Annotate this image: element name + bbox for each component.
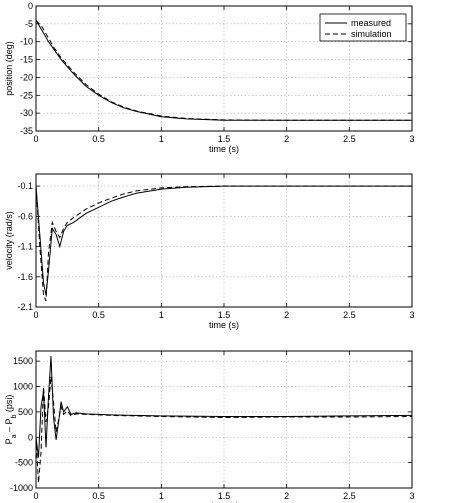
y-tick-label: -1.1 bbox=[17, 242, 33, 252]
y-tick-label: 500 bbox=[18, 407, 33, 417]
y-axis-label: position (deg) bbox=[4, 41, 14, 96]
x-tick-label: 1 bbox=[159, 134, 164, 144]
y-tick-label: 1500 bbox=[13, 356, 33, 366]
x-tick-label: 0 bbox=[33, 134, 38, 144]
legend-label-measured: measured bbox=[351, 18, 391, 28]
y-tick-label: -5 bbox=[25, 19, 33, 29]
x-tick-label: 3 bbox=[409, 310, 414, 320]
plot-area-frame bbox=[35, 173, 413, 308]
plot-area-frame bbox=[35, 350, 413, 489]
x-axis-label: time (s) bbox=[209, 501, 239, 503]
x-tick-label: 0 bbox=[33, 310, 38, 320]
y-tick-label: -35 bbox=[20, 126, 33, 136]
y-tick-label: -0.6 bbox=[17, 211, 33, 221]
x-tick-label: 0.5 bbox=[92, 491, 105, 501]
y-tick-label: -10 bbox=[20, 37, 33, 47]
x-tick-label: 3 bbox=[409, 134, 414, 144]
x-axis-label: time (s) bbox=[209, 320, 239, 330]
x-axis-label: time (s) bbox=[209, 144, 239, 154]
y-tick-label: 1000 bbox=[13, 382, 33, 392]
plot-area-frame bbox=[35, 5, 413, 132]
y-tick-label: -20 bbox=[20, 72, 33, 82]
y-tick-label: -25 bbox=[20, 90, 33, 100]
y-tick-label: 0 bbox=[28, 432, 33, 442]
x-tick-label: 2.5 bbox=[343, 134, 356, 144]
x-tick-label: 1 bbox=[159, 310, 164, 320]
y-tick-label: -1.6 bbox=[17, 272, 33, 282]
x-tick-label: 3 bbox=[409, 491, 414, 501]
y-tick-label: 0 bbox=[28, 1, 33, 11]
x-tick-label: 2.5 bbox=[343, 310, 356, 320]
x-tick-label: 0 bbox=[33, 491, 38, 501]
x-tick-label: 1.5 bbox=[218, 134, 231, 144]
legend-label-simulation: simulation bbox=[351, 29, 392, 39]
x-tick-label: 2 bbox=[284, 491, 289, 501]
chart-panel-2: 0 0.5 1 1.5 2 2.5 3 -0.1 -0.6 -1.1 -1.6 -2.1 time (s… bbox=[4, 173, 415, 330]
y-tick-label: -15 bbox=[20, 55, 33, 65]
x-tick-label: 1.5 bbox=[218, 310, 231, 320]
legend-box bbox=[319, 13, 407, 42]
y-tick-label: -0.1 bbox=[17, 181, 33, 191]
y-axis-label: velocity (rad/s) bbox=[4, 211, 14, 270]
chart-panel-1: 0 0.5 1 1.5 2 2.5 3 0 -5 -10 -15 -20 -25 -30 -35 time (… bbox=[4, 1, 415, 154]
y-tick-label: -1000 bbox=[10, 483, 33, 493]
series-line-simulation bbox=[35, 376, 413, 483]
chart-panel-3: 0 0.5 1 1.5 2 2.5 3 1500 1000 500 0 -500 -1000 time (… bbox=[4, 350, 415, 503]
x-tick-label: 1.5 bbox=[218, 491, 231, 501]
y-tick-label: -2.1 bbox=[17, 302, 33, 312]
y-tick-label: -500 bbox=[15, 458, 33, 468]
x-tick-label: 2.5 bbox=[343, 491, 356, 501]
series-line-measured bbox=[35, 185, 412, 296]
y-tick-label: -30 bbox=[20, 108, 33, 118]
series-line-measured bbox=[35, 356, 413, 458]
x-tick-label: 0.5 bbox=[92, 310, 105, 320]
x-tick-label: 2 bbox=[284, 134, 289, 144]
series-line-simulation bbox=[35, 19, 412, 121]
x-tick-label: 2 bbox=[284, 310, 289, 320]
y-axis-label: Pa – Pb (psi) bbox=[4, 395, 18, 445]
series-line-simulation bbox=[35, 185, 412, 302]
x-tick-label: 1 bbox=[159, 491, 164, 501]
x-tick-label: 0.5 bbox=[92, 134, 105, 144]
